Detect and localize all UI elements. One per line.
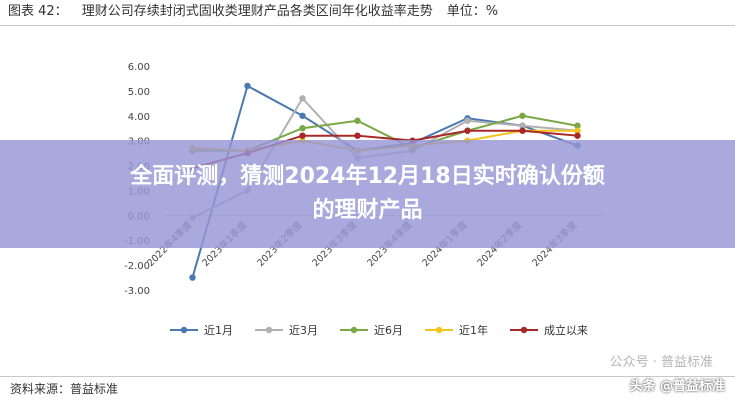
figure-source: 资料来源：普益标准 [0,376,735,400]
data-point [519,112,526,119]
legend-marker [435,326,443,334]
legend-marker [350,326,358,334]
watermark-wechat: 公众号 · 普益标准 [609,355,713,370]
data-point [244,82,251,90]
data-point [464,117,471,124]
legend-label: 成立以来 [544,323,588,337]
data-point [519,127,526,134]
watermark-toutiao: 头条 @普益标准 [629,379,725,394]
data-point [354,117,361,124]
data-point [464,127,471,134]
headline[interactable]: 全面评测，猜测2024年12月18日实时确认份额 的理财产品 [0,160,735,228]
data-point [299,95,306,102]
data-point [189,274,196,281]
headline-line-2: 的理财产品 [312,198,423,223]
legend-label: 近6月 [374,324,403,337]
data-point [299,112,306,119]
y-tick-label: -2.00 [124,261,150,272]
data-point [299,125,306,132]
data-point [354,132,361,139]
data-point [574,127,581,134]
data-point [574,122,581,129]
legend-label: 近3月 [289,324,318,337]
figure-title: 理财公司存续封闭式固收类理财产品各类区间年化收益率走势 [81,4,433,19]
figure-number: 图表 42： [8,4,68,19]
legend-marker [180,326,188,334]
y-tick-label: 5.00 [128,87,150,98]
y-tick-label: 6.00 [128,62,150,73]
y-tick-label: 4.00 [128,112,150,123]
legend-marker [265,326,273,334]
data-point [519,122,526,129]
data-point [574,132,581,139]
y-tick-label: -3.00 [124,286,150,297]
headline-overlay [0,140,735,248]
legend-marker [520,326,528,334]
figure-unit: 单位：% [446,4,499,19]
legend-label: 近1年 [459,323,488,337]
legend-label: 近1月 [204,324,233,337]
headline-line-1: 全面评测，猜测2024年12月18日实时确认份额 [130,164,605,189]
figure-title-bar: 图表 42： 理财公司存续封闭式固收类理财产品各类区间年化收益率走势 单位：% [0,0,735,26]
data-point [299,132,306,139]
